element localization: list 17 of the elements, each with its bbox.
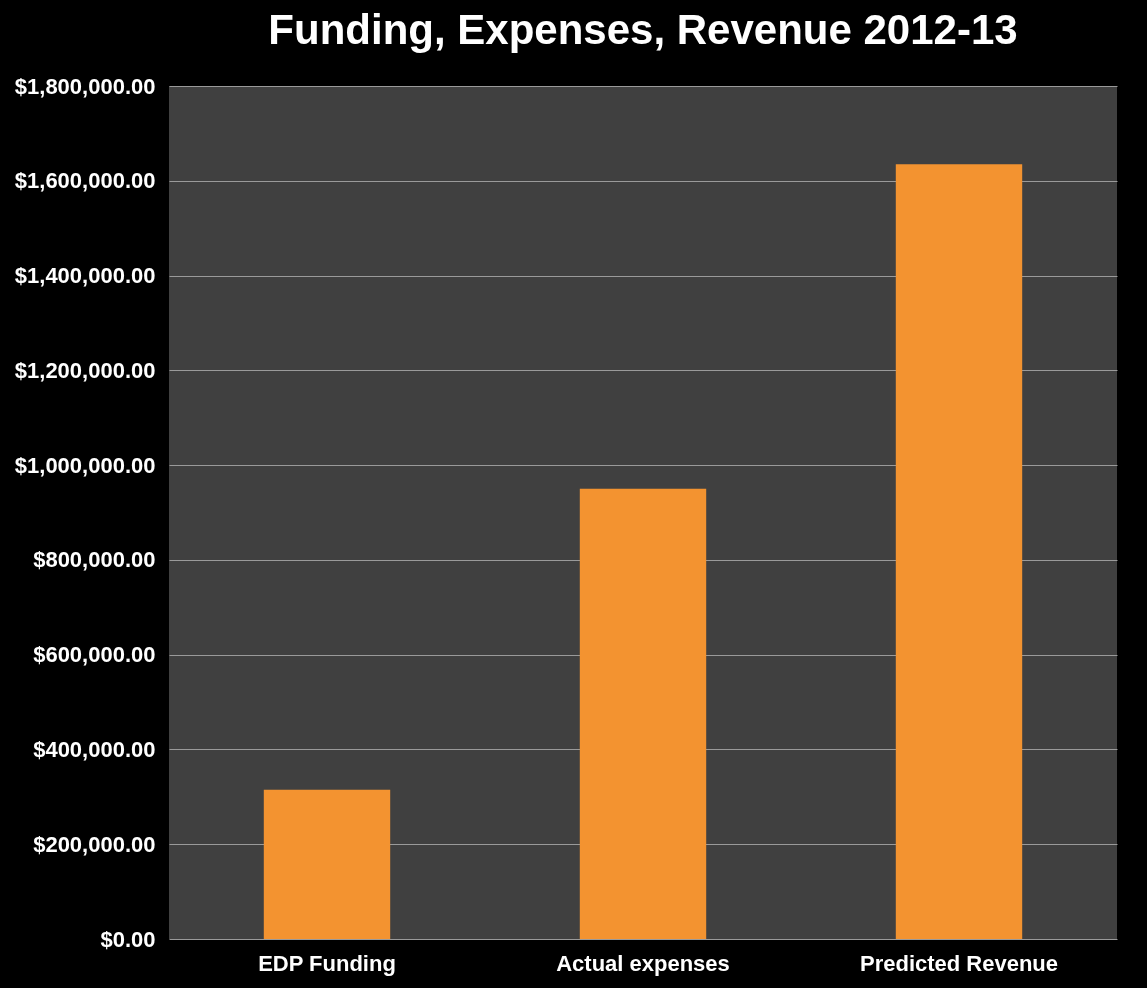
y-tick-label: $200,000.00 xyxy=(33,831,156,857)
bar xyxy=(263,789,391,939)
bar xyxy=(895,164,1023,939)
chart-title: Funding, Expenses, Revenue 2012-13 xyxy=(268,6,1018,53)
y-tick-label: $600,000.00 xyxy=(33,642,156,668)
x-tick-label: EDP Funding xyxy=(258,950,396,976)
x-tick-label: Actual expenses xyxy=(556,950,730,976)
y-tick-label: $0.00 xyxy=(100,926,156,952)
y-tick-label: $1,800,000.00 xyxy=(14,73,156,99)
bar xyxy=(579,488,707,939)
y-tick-label: $1,200,000.00 xyxy=(14,357,156,383)
y-tick-label: $1,000,000.00 xyxy=(14,452,156,478)
x-tick-label: Predicted Revenue xyxy=(859,950,1059,976)
y-tick-label: $1,400,000.00 xyxy=(14,263,156,289)
y-tick-label: $400,000.00 xyxy=(33,736,156,762)
y-tick-label: $1,600,000.00 xyxy=(14,168,156,194)
y-tick-label: $800,000.00 xyxy=(33,547,156,573)
